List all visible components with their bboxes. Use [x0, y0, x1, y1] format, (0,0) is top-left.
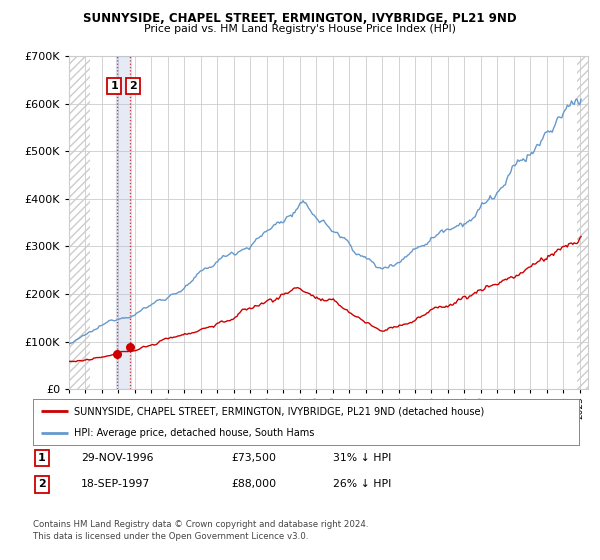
Text: Price paid vs. HM Land Registry's House Price Index (HPI): Price paid vs. HM Land Registry's House …	[144, 24, 456, 34]
Text: Contains HM Land Registry data © Crown copyright and database right 2024.: Contains HM Land Registry data © Crown c…	[33, 520, 368, 529]
Bar	[577, 56, 588, 389]
Bar	[69, 56, 91, 389]
Text: 1: 1	[110, 81, 118, 91]
Text: SUNNYSIDE, CHAPEL STREET, ERMINGTON, IVYBRIDGE, PL21 9ND: SUNNYSIDE, CHAPEL STREET, ERMINGTON, IVY…	[83, 12, 517, 25]
Bar	[69, 56, 91, 389]
Text: £88,000: £88,000	[231, 479, 276, 489]
Text: 2: 2	[38, 479, 46, 489]
Point	[112, 350, 122, 359]
Text: 2: 2	[129, 81, 137, 91]
Bar	[116, 56, 131, 389]
Text: This data is licensed under the Open Government Licence v3.0.: This data is licensed under the Open Gov…	[33, 532, 308, 541]
Point	[125, 343, 135, 352]
Text: 1: 1	[38, 453, 46, 463]
Text: 26% ↓ HPI: 26% ↓ HPI	[333, 479, 391, 489]
Text: 29-NOV-1996: 29-NOV-1996	[81, 453, 154, 463]
Text: HPI: Average price, detached house, South Hams: HPI: Average price, detached house, Sout…	[74, 428, 314, 438]
Text: 31% ↓ HPI: 31% ↓ HPI	[333, 453, 391, 463]
Text: 18-SEP-1997: 18-SEP-1997	[81, 479, 150, 489]
Text: £73,500: £73,500	[231, 453, 276, 463]
Text: SUNNYSIDE, CHAPEL STREET, ERMINGTON, IVYBRIDGE, PL21 9ND (detached house): SUNNYSIDE, CHAPEL STREET, ERMINGTON, IVY…	[74, 406, 484, 416]
Bar	[577, 56, 588, 389]
